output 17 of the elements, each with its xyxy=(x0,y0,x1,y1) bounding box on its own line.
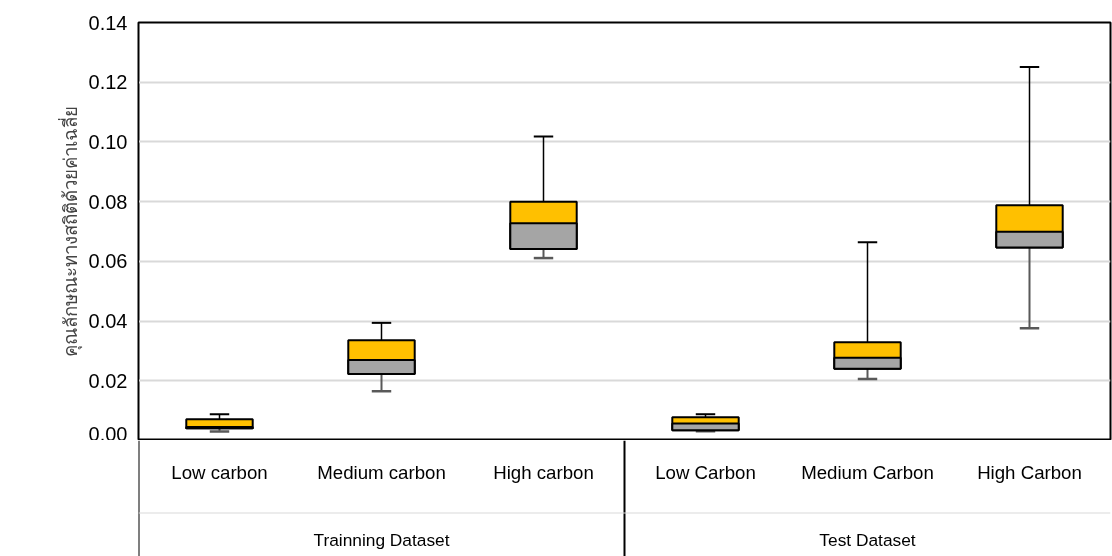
x-tick-label: Medium carbon xyxy=(317,461,446,483)
x-tick-label: Medium Carbon xyxy=(801,461,934,483)
text: Test Dataset xyxy=(819,530,916,551)
y-tick-label: 0.00 xyxy=(88,422,128,445)
y-tick-label: 0.14 xyxy=(88,11,128,34)
text: Trainning Dataset xyxy=(313,530,450,551)
y-tick-label: 0.06 xyxy=(88,250,128,273)
x-tick-label: Low carbon xyxy=(171,461,268,483)
x-tick-label: High Carbon xyxy=(977,461,1082,483)
y-tick-label: 0.12 xyxy=(88,71,128,94)
x-tick-label: High carbon xyxy=(493,461,594,483)
x-tick-label: Low Carbon xyxy=(655,461,756,483)
y-tick-label: 0.04 xyxy=(88,310,128,333)
y-axis-title: คุณลักษณะทางสถิติด้วยค่าเฉลี่ย xyxy=(57,106,83,357)
y-tick-label: 0.10 xyxy=(88,130,128,153)
y-tick-label: 0.08 xyxy=(88,190,128,213)
y-tick-label: 0.02 xyxy=(88,369,128,392)
